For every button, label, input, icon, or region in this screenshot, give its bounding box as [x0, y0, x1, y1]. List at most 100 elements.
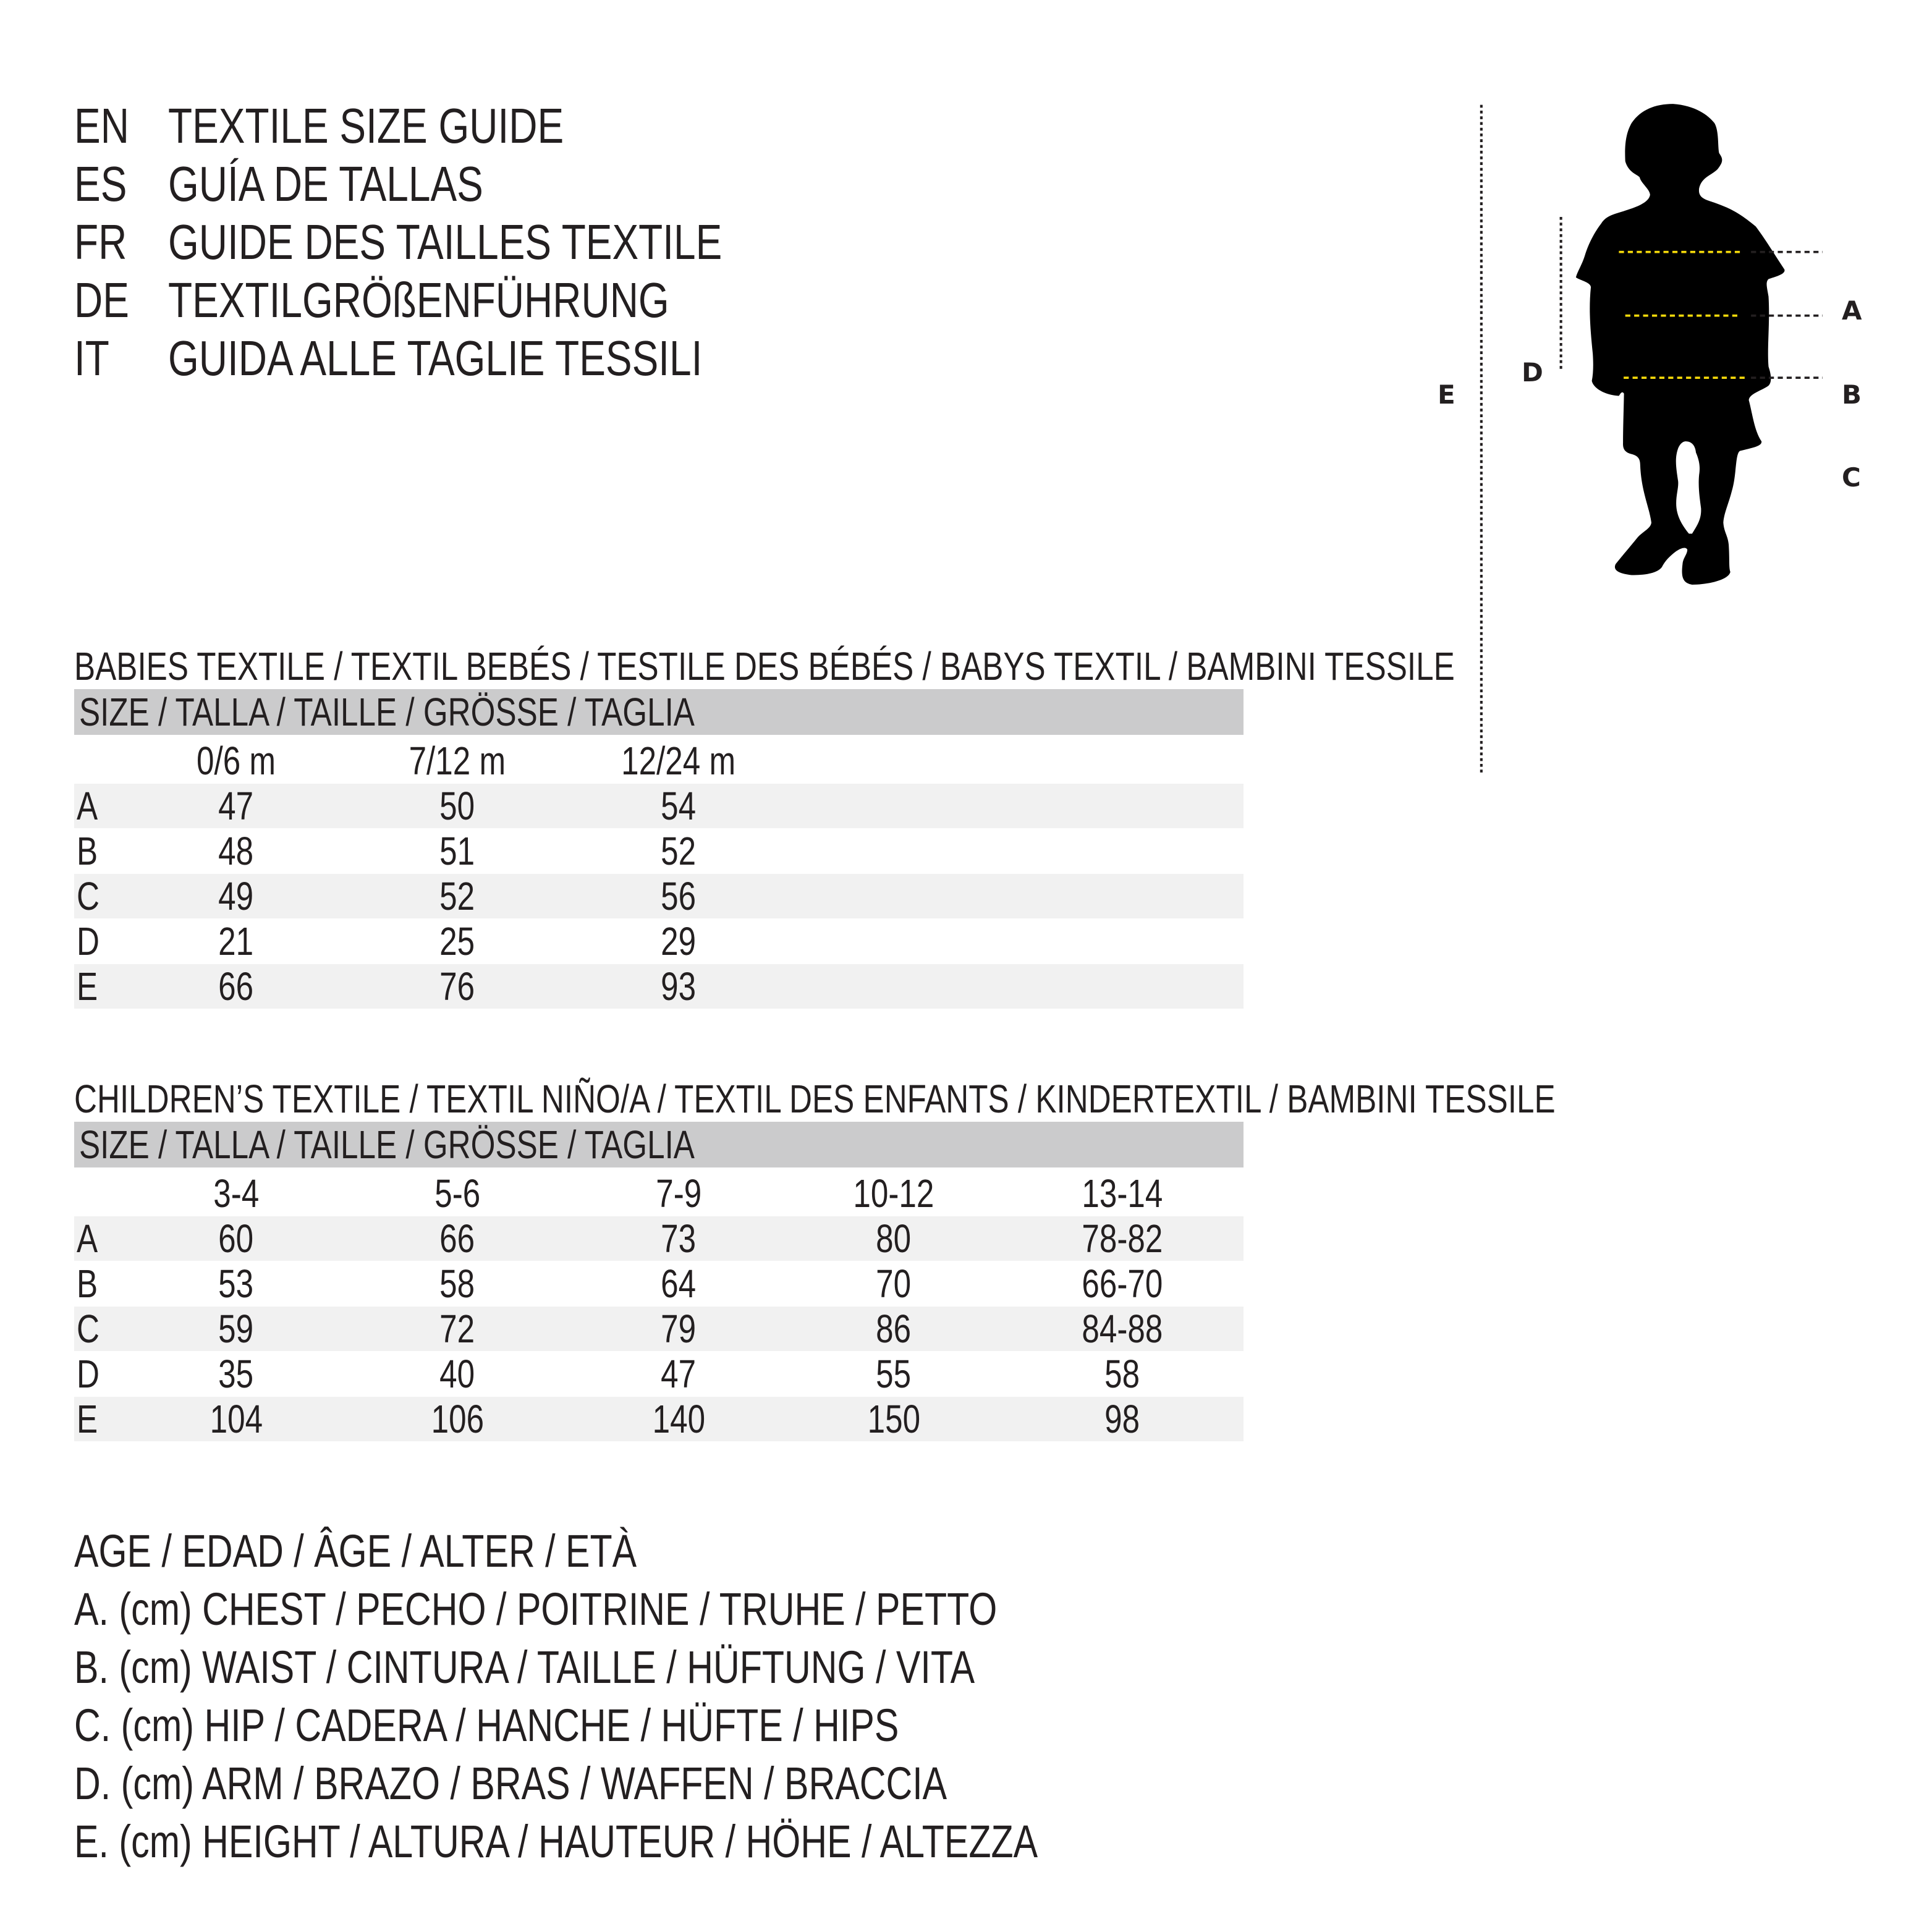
- legend-line: B. (cm) WAIST / CINTURA / TAILLE / HÜFTU…: [74, 1638, 1200, 1697]
- language-code-text: IT: [74, 331, 109, 386]
- column-header: 7/12 m: [365, 739, 550, 783]
- table-cell: 49: [143, 874, 329, 918]
- header-title-text: GUÍA DE TALLAS: [168, 156, 483, 211]
- table-cell: 79: [586, 1307, 771, 1351]
- table-cell: 72: [365, 1307, 550, 1351]
- table-cell: 84-88: [1030, 1307, 1215, 1351]
- legend-line-text: C. (cm) HIP / CADERA / HANCHE / HÜFTE / …: [74, 1700, 899, 1751]
- table-cell-text: 47: [218, 784, 254, 828]
- language-code-text: ES: [74, 156, 127, 211]
- column-header-text: 7/12 m: [409, 739, 506, 783]
- table-cell: 53: [143, 1261, 329, 1306]
- column-header-text: 3-4: [213, 1171, 259, 1216]
- table-cell: 86: [801, 1307, 986, 1351]
- row-label: E: [77, 1397, 103, 1441]
- row-label: D: [77, 1352, 105, 1396]
- table-cell: 40: [365, 1352, 550, 1396]
- column-header-text: 7-9: [656, 1171, 701, 1216]
- table-cell-text: 40: [439, 1352, 475, 1396]
- language-code: EN: [74, 97, 143, 155]
- table-cell: 47: [143, 784, 329, 828]
- column-header: 3-4: [143, 1171, 329, 1216]
- row-label-text: B: [77, 829, 98, 873]
- table-cell-text: 64: [661, 1261, 697, 1306]
- table-cell: 98: [1030, 1397, 1215, 1441]
- table-cell-text: 140: [652, 1397, 705, 1441]
- row-label: C: [77, 1307, 105, 1351]
- table-cell: 48: [143, 829, 329, 873]
- table-cell-text: 53: [218, 1261, 254, 1306]
- language-code-text: DE: [74, 273, 129, 328]
- table-cell: 52: [365, 874, 550, 918]
- table-cell-text: 66: [439, 1216, 475, 1261]
- label-d: D: [1522, 357, 1543, 388]
- table-cell-text: 80: [876, 1216, 912, 1261]
- table-cell-text: 98: [1104, 1397, 1140, 1441]
- table-cell-text: 66: [218, 964, 254, 1009]
- table-cell-text: 49: [218, 874, 254, 918]
- row-stripe: [74, 964, 1244, 1009]
- header-title: GUÍA DE TALLAS: [168, 155, 562, 213]
- table-cell: 73: [586, 1216, 771, 1261]
- row-label-text: A: [77, 784, 98, 828]
- column-header: 7-9: [586, 1171, 771, 1216]
- header-title-text: GUIDA ALLE TAGLIE TESSILI: [168, 331, 703, 386]
- size-header: SIZE / TALLA / TAILLE / GRÖSSE / TAGLIA: [79, 689, 849, 735]
- header-title-text: TEXTILGRÖßENFÜHRUNG: [168, 273, 669, 328]
- table-cell: 54: [586, 784, 771, 828]
- column-header: 0/6 m: [143, 739, 329, 783]
- row-label-text: B: [77, 1261, 98, 1306]
- table-cell-text: 55: [876, 1352, 912, 1396]
- table-cell: 93: [586, 964, 771, 1009]
- language-code-text: FR: [74, 214, 127, 269]
- row-stripe: [74, 874, 1244, 918]
- table-cell-text: 150: [867, 1397, 920, 1441]
- row-label-text: D: [77, 1352, 100, 1396]
- legend-line-text: E. (cm) HEIGHT / ALTURA / HAUTEUR / HÖHE…: [74, 1816, 1038, 1867]
- language-code: FR: [74, 213, 140, 271]
- row-label: C: [77, 874, 105, 918]
- size-header-bar: [74, 1122, 1244, 1167]
- table-cell: 58: [1030, 1352, 1215, 1396]
- table-cell: 60: [143, 1216, 329, 1261]
- table-title-text: CHILDREN’S TEXTILE / TEXTIL NIÑO/A / TEX…: [74, 1077, 1556, 1121]
- column-header: 12/24 m: [586, 739, 771, 783]
- table-cell: 66: [143, 964, 329, 1009]
- table-cell-text: 58: [1104, 1352, 1140, 1396]
- table-cell: 56: [586, 874, 771, 918]
- table-cell-text: 59: [218, 1307, 254, 1351]
- column-header-text: 10-12: [853, 1171, 934, 1216]
- label-c: C: [1842, 462, 1861, 493]
- row-label-text: C: [77, 874, 100, 918]
- table-cell-text: 106: [431, 1397, 484, 1441]
- header-title-text: GUIDE DES TAILLES TEXTILE: [168, 214, 722, 269]
- table-cell: 51: [365, 829, 550, 873]
- row-label: A: [77, 784, 103, 828]
- header-title: GUIDA ALLE TAGLIE TESSILI: [168, 329, 836, 388]
- row-label-text: E: [77, 964, 98, 1009]
- label-b: B: [1842, 379, 1862, 410]
- label-a: A: [1842, 295, 1862, 326]
- child-silhouette-icon: [1480, 104, 1823, 773]
- table-cell-text: 56: [661, 874, 697, 918]
- table-cell: 47: [586, 1352, 771, 1396]
- table-cell: 29: [586, 919, 771, 964]
- legend-line-text: A. (cm) CHEST / PECHO / POITRINE / TRUHE…: [74, 1583, 998, 1635]
- legend-line: D. (cm) ARM / BRAZO / BRAS / WAFFEN / BR…: [74, 1755, 1165, 1813]
- legend-line: C. (cm) HIP / CADERA / HANCHE / HÜFTE / …: [74, 1697, 1105, 1755]
- row-label: E: [77, 964, 103, 1009]
- row-stripe: [74, 1397, 1244, 1441]
- column-header: 5-6: [365, 1171, 550, 1216]
- table-title: BABIES TEXTILE / TEXTIL BEBÉS / TESTILE …: [74, 643, 1800, 689]
- table-cell: 104: [143, 1397, 329, 1441]
- column-header-text: 13-14: [1082, 1171, 1163, 1216]
- table-cell: 50: [365, 784, 550, 828]
- legend-line: A. (cm) CHEST / PECHO / POITRINE / TRUHE…: [74, 1580, 1228, 1638]
- language-code: IT: [74, 329, 118, 388]
- header-title: TEXTILGRÖßENFÜHRUNG: [168, 271, 794, 329]
- table-cell-text: 93: [661, 964, 697, 1009]
- row-label: D: [77, 919, 105, 964]
- table-cell-text: 51: [439, 829, 475, 873]
- table-cell: 64: [586, 1261, 771, 1306]
- size-header-text: SIZE / TALLA / TAILLE / GRÖSSE / TAGLIA: [79, 690, 695, 734]
